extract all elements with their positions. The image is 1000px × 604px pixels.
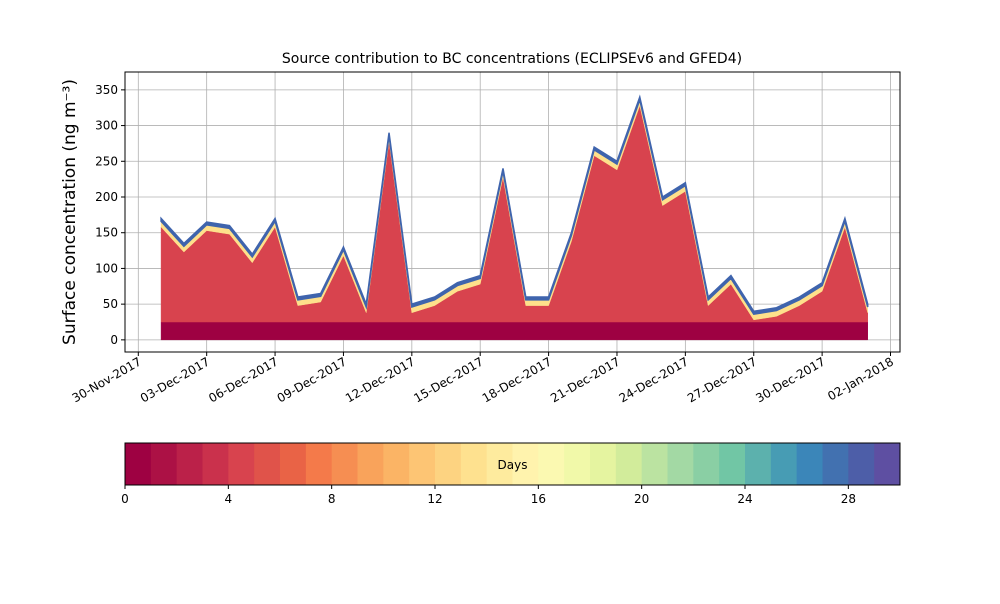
colorbar-swatch bbox=[874, 443, 901, 485]
colorbar-swatch bbox=[564, 443, 591, 485]
chart-title: Source contribution to BC concentrations… bbox=[282, 51, 742, 67]
colorbar-swatch bbox=[822, 443, 849, 485]
colorbar-swatch bbox=[435, 443, 462, 485]
colorbar-tick-label: 24 bbox=[737, 492, 752, 506]
colorbar-swatch bbox=[254, 443, 281, 485]
colorbar-swatch bbox=[409, 443, 436, 485]
colorbar-label: Days bbox=[498, 458, 528, 472]
colorbar-swatch bbox=[150, 443, 178, 485]
colorbar-swatch bbox=[228, 443, 255, 485]
plot-frame bbox=[124, 71, 901, 353]
y-tick-label: 350 bbox=[95, 83, 118, 97]
colorbar-tick-label: 4 bbox=[225, 492, 233, 506]
colorbar-swatch bbox=[615, 443, 643, 485]
colorbar-swatch bbox=[848, 443, 875, 485]
x-tick-label: 21-Dec-2017 bbox=[548, 354, 622, 405]
colorbar-swatch bbox=[383, 443, 410, 485]
x-tick-label: 02-Jan-2018 bbox=[825, 354, 896, 403]
colorbar-tick-label: 0 bbox=[121, 492, 129, 506]
x-tick-label: 30-Nov-2017 bbox=[70, 354, 144, 405]
colorbar-tick-label: 28 bbox=[841, 492, 856, 506]
x-tick-label: 18-Dec-2017 bbox=[480, 354, 554, 405]
x-tick-label: 24-Dec-2017 bbox=[617, 354, 691, 405]
colorbar-swatch bbox=[176, 443, 203, 485]
colorbar-swatch bbox=[590, 443, 617, 485]
colorbar-swatch bbox=[693, 443, 720, 485]
y-tick-label: 0 bbox=[110, 333, 118, 347]
area bbox=[160, 104, 868, 323]
colorbar-swatch bbox=[305, 443, 333, 485]
colorbar-tick-label: 12 bbox=[427, 492, 442, 506]
y-tick-label: 300 bbox=[95, 119, 118, 133]
colorbar-swatch bbox=[796, 443, 823, 485]
area bbox=[160, 321, 868, 341]
area bbox=[160, 94, 869, 315]
colorbar-swatch bbox=[486, 443, 513, 485]
colorbar-swatch bbox=[667, 443, 694, 485]
colorbar-tick-label: 20 bbox=[634, 492, 649, 506]
x-tick-label: 27-Dec-2017 bbox=[685, 354, 759, 405]
colorbar-tick-label: 16 bbox=[531, 492, 546, 506]
x-tick-label: 06-Dec-2017 bbox=[206, 354, 280, 405]
colorbar-frame bbox=[124, 442, 901, 486]
colorbar-tick-label: 8 bbox=[328, 492, 336, 506]
y-tick-label: 50 bbox=[103, 297, 118, 311]
colorbar-swatch bbox=[641, 443, 668, 485]
x-tick-label: 15-Dec-2017 bbox=[411, 354, 485, 405]
colorbar-swatch bbox=[202, 443, 229, 485]
colorbar-swatch bbox=[460, 443, 488, 485]
y-axis-label: Surface concentration (ng m⁻³) bbox=[60, 79, 80, 345]
colorbar-swatch bbox=[357, 443, 384, 485]
colorbar-swatch bbox=[745, 443, 772, 485]
colorbar-swatch bbox=[512, 443, 539, 485]
y-tick-label: 150 bbox=[95, 226, 118, 240]
x-tick-label: 09-Dec-2017 bbox=[275, 354, 349, 405]
x-tick-label: 30-Dec-2017 bbox=[753, 354, 827, 405]
colorbar-swatch bbox=[280, 443, 307, 485]
colorbar-swatch bbox=[125, 443, 152, 485]
y-tick-label: 100 bbox=[95, 261, 118, 275]
x-tick-label: 12-Dec-2017 bbox=[343, 354, 417, 405]
colorbar-swatch bbox=[770, 443, 798, 485]
x-tick-label: 03-Dec-2017 bbox=[138, 354, 212, 405]
colorbar-swatch bbox=[538, 443, 565, 485]
colorbar-swatch bbox=[331, 443, 358, 485]
colorbar-swatch bbox=[719, 443, 746, 485]
y-tick-label: 250 bbox=[95, 154, 118, 168]
y-tick-label: 200 bbox=[95, 190, 118, 204]
